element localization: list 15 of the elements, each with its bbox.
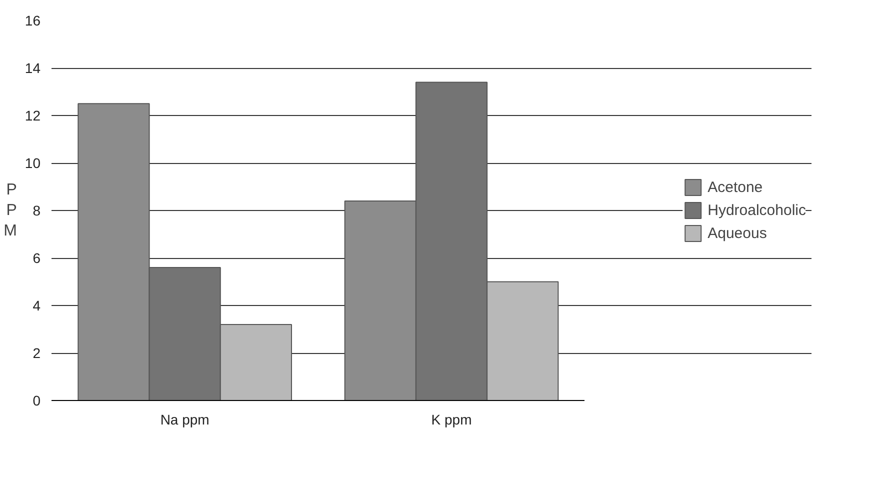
x-tick-label: Na ppm [160, 412, 210, 428]
legend-label: Aqueous [708, 224, 767, 242]
y-axis-title: PPM [4, 182, 17, 240]
y-tick-label: 12 [24, 108, 41, 124]
legend-label: Hydroalcoholic [708, 202, 806, 218]
y-tick-label: 4 [32, 298, 41, 314]
legend-label: Acetone [708, 178, 763, 196]
y-tick-label: 6 [32, 250, 41, 266]
y-tick-label: 16 [24, 12, 41, 28]
y-tick-label: 8 [32, 202, 41, 218]
x-tick-label: K ppm [431, 412, 472, 428]
y-tick-label: 2 [32, 345, 41, 361]
y-tick-label: 10 [24, 155, 41, 171]
y-tick-label: 0 [32, 392, 41, 408]
y-tick-label: 14 [24, 60, 41, 76]
